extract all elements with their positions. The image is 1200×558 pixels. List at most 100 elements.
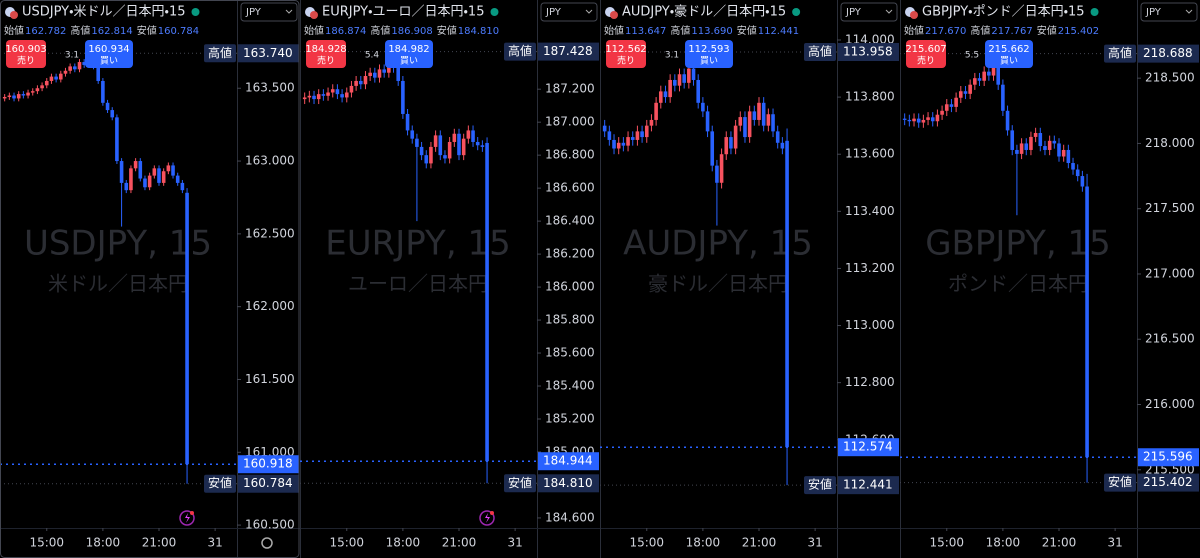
candle-body (630, 137, 635, 140)
x-tick-label: 21:00 (142, 536, 177, 550)
x-tick-label: 31 (1107, 536, 1122, 550)
price-badge-value: 163.740 (243, 46, 293, 60)
candle-body (480, 145, 485, 147)
sell-button[interactable] (6, 40, 46, 68)
y-tick-label: 187.000 (545, 115, 595, 129)
y-tick-label: 163.000 (245, 154, 295, 168)
candle-body (705, 111, 710, 132)
candle-body (766, 114, 771, 126)
candle-body (1024, 143, 1029, 150)
price-badge-value: 218.688 (1143, 46, 1193, 60)
stat-label: 始値 (4, 24, 24, 37)
y-tick-label: 113.400 (845, 204, 895, 218)
sell-button[interactable] (606, 40, 646, 68)
y-tick-label: 186.800 (545, 148, 595, 162)
sell-price: 215.607 (905, 44, 946, 55)
candle-body (916, 118, 921, 123)
candle-body (443, 155, 447, 159)
buy-button[interactable] (385, 40, 433, 68)
currency-dropdown[interactable] (1140, 2, 1198, 22)
price-label-name: 安値 (808, 477, 832, 492)
currency-dropdown[interactable] (240, 2, 298, 22)
candle-body (612, 139, 616, 149)
candle-body (921, 119, 926, 123)
y-tick-label: 161.500 (245, 372, 295, 386)
price-badge (838, 42, 899, 61)
currency-dropdown[interactable] (540, 2, 598, 22)
buy-button[interactable] (85, 40, 133, 68)
sell-label: 売り (617, 55, 635, 67)
candle-body (466, 130, 471, 139)
candle-body (616, 142, 621, 149)
currency-dropdown[interactable] (840, 2, 898, 22)
candle-body (602, 125, 607, 132)
candle-body (1015, 149, 1019, 154)
candle-body (738, 117, 743, 126)
candle-body (166, 165, 171, 172)
candle-body (475, 141, 480, 146)
candle-body (1038, 132, 1043, 147)
candle-body (761, 102, 766, 126)
buy-button[interactable] (985, 40, 1033, 68)
price-label-tag (804, 42, 836, 61)
y-tick-label: 186.200 (545, 247, 595, 261)
price-label-tag (204, 474, 236, 493)
price-badge (238, 474, 299, 493)
market-status (1090, 8, 1099, 16)
y-tick-label: 184.600 (545, 510, 595, 524)
candle-body (405, 113, 410, 131)
candle-body (771, 114, 775, 132)
candle-body (1029, 136, 1033, 150)
y-tick-label: 218.000 (1145, 136, 1195, 150)
candle-body (1080, 176, 1085, 187)
candle-body (926, 117, 930, 120)
candle-body (21, 94, 26, 96)
buy-button[interactable] (685, 40, 733, 68)
candle-body (419, 146, 424, 156)
sell-price: 184.928 (305, 44, 346, 55)
settings-icon[interactable] (261, 537, 273, 549)
candle-body (124, 182, 129, 191)
candle-body (180, 182, 185, 191)
candle-body (101, 80, 105, 103)
price-label-tag (1104, 44, 1136, 63)
candle-body (354, 80, 358, 86)
alert-icon[interactable] (479, 510, 495, 526)
candle-body (1010, 130, 1015, 150)
candle-body (977, 78, 982, 81)
candle-body (373, 72, 377, 78)
candle-body (1052, 140, 1057, 144)
sell-price: 112.562 (605, 44, 646, 55)
stat-label: 安値 (437, 24, 457, 37)
alert-dot (490, 511, 494, 515)
candle-body (935, 114, 940, 122)
candle-body (649, 119, 654, 126)
candle-body (175, 175, 180, 183)
watermark: USDJPY, 15 (24, 224, 212, 264)
spread: 3.1 (665, 51, 679, 61)
candle-body (16, 94, 21, 99)
alert-icon[interactable] (179, 510, 195, 526)
candle-body (1033, 132, 1038, 137)
candle-body (147, 175, 152, 188)
candle-body (1001, 84, 1005, 111)
flag-icon (10, 11, 18, 19)
candle-body (82, 62, 86, 65)
watermark: EURJPY, 15 (325, 224, 510, 264)
x-tick-label: 21:00 (742, 536, 777, 550)
buy-label: 買い (400, 56, 418, 67)
price-label-tag (804, 476, 836, 495)
price-badge-value: 184.810 (543, 476, 593, 490)
y-tick-label: 218.500 (1145, 71, 1195, 85)
candle-body (433, 135, 438, 147)
candle-body (958, 91, 963, 98)
sell-label: 売り (17, 55, 35, 67)
sell-button[interactable] (906, 40, 946, 68)
candle-body (377, 69, 382, 78)
candle-body (77, 62, 82, 70)
candle-body (640, 131, 644, 138)
sell-button[interactable] (306, 40, 346, 68)
y-tick-label: 185.800 (545, 313, 595, 327)
price-label-name: 高値 (808, 43, 832, 58)
